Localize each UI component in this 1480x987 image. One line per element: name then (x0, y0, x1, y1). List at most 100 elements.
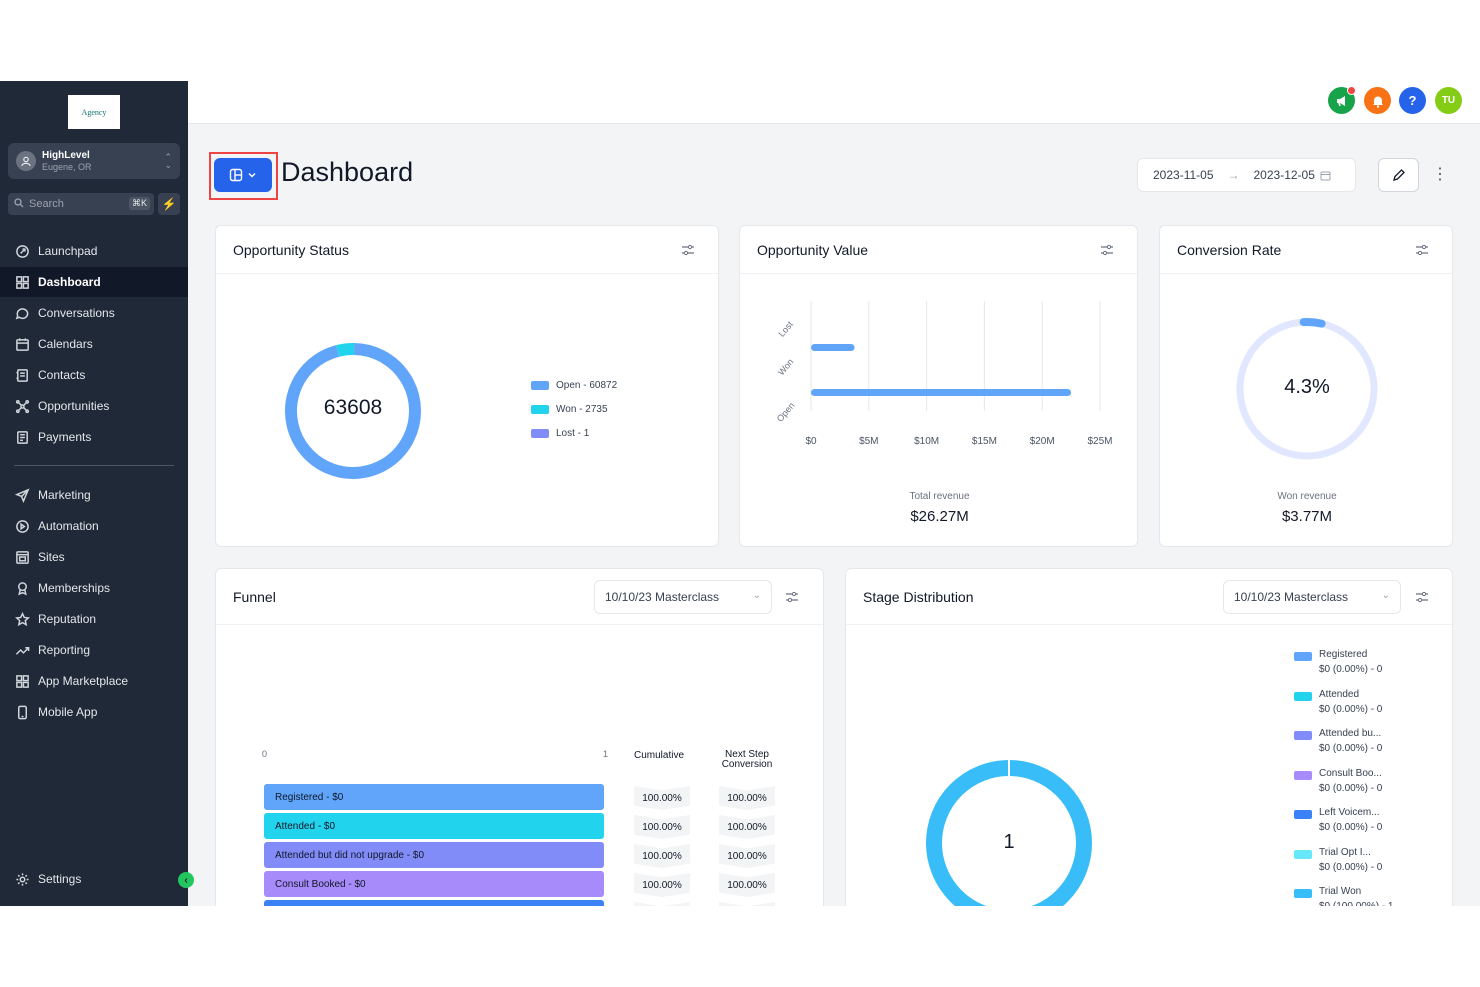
filter-icon[interactable] (1415, 243, 1429, 257)
filter-icon[interactable] (1100, 243, 1114, 257)
next-step-header-line2: Conversion (721, 759, 773, 770)
next-step-value: 100.00% (719, 873, 775, 897)
funnel-stage-bar[interactable]: Attended - $0 (264, 813, 604, 839)
announcement-button[interactable] (1328, 86, 1356, 114)
sidebar-item-opportunities[interactable]: Opportunities (0, 391, 188, 421)
agency-logo[interactable]: Agency (68, 95, 120, 129)
stage-value: $0 (0.00%) - 0 (1319, 743, 1383, 754)
date-range-picker[interactable]: 2023-11-05 → 2023-12-05 (1137, 158, 1356, 192)
conversion-rate-value: 4.3% (1284, 376, 1330, 398)
sidebar-item-launchpad[interactable]: Launchpad (0, 236, 188, 266)
question-icon: ? (1408, 93, 1417, 108)
sidebar-item-mobile-app[interactable]: Mobile App (0, 697, 188, 727)
donut-segment-won[interactable] (336, 343, 355, 357)
sidebar-item-settings[interactable]: Settings (0, 864, 188, 894)
x-tick-label: $15M (972, 436, 997, 447)
gauge-progress (1299, 318, 1326, 328)
sidebar-item-calendars[interactable]: Calendars (0, 329, 188, 359)
dashboard-switcher-button[interactable] (214, 158, 272, 192)
funnel-stage-bar[interactable]: Registered - $0 (264, 784, 604, 810)
legend-item[interactable]: Open - 60872 (531, 380, 617, 391)
funnel-stage-bar[interactable]: Consult Booked - $0 (264, 871, 604, 897)
legend-label: Lost - 1 (556, 428, 590, 439)
legend-swatch (1294, 770, 1312, 780)
sidebar-item-app-marketplace[interactable]: App Marketplace (0, 666, 188, 696)
card-title: Conversion Rate (1177, 242, 1282, 258)
help-button[interactable]: ? (1399, 87, 1426, 114)
bar-won[interactable] (811, 344, 855, 351)
funnel-stage-label: Attended but did not upgrade - $0 (275, 849, 425, 861)
stage-legend-item[interactable]: Trial Opt I... $0 (0.00%) - 0 (1294, 845, 1382, 875)
sidebar-item-label: Memberships (38, 581, 111, 595)
bar-open[interactable] (811, 389, 1072, 396)
collapse-sidebar-button[interactable]: ‹ (178, 872, 194, 888)
cumulative-header: Cumulative (634, 750, 685, 761)
filter-icon[interactable] (1415, 590, 1429, 604)
sidebar-item-label: Sites (38, 550, 65, 564)
card-header: Stage Distribution 10/10/23 Masterclass … (846, 569, 1452, 625)
search-placeholder: Search (29, 198, 64, 210)
chevron-down-icon: ⌄ (1381, 590, 1390, 601)
topbar: ? TU (188, 81, 1480, 124)
sidebar-item-label: Marketing (38, 488, 91, 502)
select-value: 10/10/23 Masterclass (605, 590, 720, 604)
funnel-pipeline-select[interactable]: 10/10/23 Masterclass ⌄ (594, 580, 772, 614)
sidebar-item-dashboard[interactable]: Dashboard (0, 267, 188, 297)
next-step-value: 100.00% (719, 902, 775, 906)
stage-legend-item[interactable]: Attended bu... $0 (0.00%) - 0 (1294, 726, 1382, 756)
filter-icon[interactable] (681, 243, 695, 257)
star-icon (15, 611, 30, 626)
sidebar-item-marketing[interactable]: Marketing (0, 480, 188, 510)
opportunity-value-card: Opportunity Value $0 $5M $10M $15M $20M $25M L… (739, 225, 1138, 547)
search-input[interactable]: Search ⌘K (8, 193, 154, 215)
chevron-down-icon: ⌄ (752, 590, 761, 601)
sidebar-item-label: Payments (38, 430, 92, 444)
funnel-stage-bar[interactable]: Left Voicemail - $0 (264, 900, 604, 906)
sidebar-item-contacts[interactable]: Contacts (0, 360, 188, 390)
automation-icon (16, 519, 29, 533)
location-switcher[interactable]: HighLevel Eugene, OR ⌃ ⌄ (8, 143, 180, 179)
edit-dashboard-button[interactable] (1378, 158, 1419, 192)
chevron-updown-icon: ⌃ ⌄ (164, 152, 172, 170)
apps-icon (16, 674, 29, 688)
stage-legend-item[interactable]: Trial Won $0 (100.00%) - 1 (1294, 884, 1394, 906)
legend-item[interactable]: Won - 2735 (531, 404, 608, 415)
sidebar-item-memberships[interactable]: Memberships (0, 573, 188, 603)
sidebar-item-conversations[interactable]: Conversations (0, 298, 188, 328)
location-icon (16, 151, 36, 171)
sidebar-item-sites[interactable]: Sites (0, 542, 188, 572)
quick-action-button[interactable]: ⚡ (158, 193, 180, 215)
sidebar-item-reporting[interactable]: Reporting (0, 635, 188, 665)
x-tick-label: $5M (859, 436, 878, 447)
legend-swatch (531, 381, 549, 390)
filter-icon[interactable] (785, 590, 799, 604)
cumulative-value: 100.00% (634, 786, 690, 810)
next-step-header: Next Step Conversion (712, 750, 782, 770)
sidebar-item-payments[interactable]: Payments (0, 422, 188, 452)
won-revenue-value: $3.77M (1281, 508, 1333, 525)
stage-legend-item[interactable]: Registered $0 (0.00%) - 0 (1294, 647, 1382, 677)
stage-legend-item[interactable]: Attended $0 (0.00%) - 0 (1294, 687, 1382, 717)
page-title: Dashboard (281, 157, 414, 187)
stage-legend-item[interactable]: Consult Boo... $0 (0.00%) - 0 (1294, 766, 1382, 796)
sidebar-item-automation[interactable]: Automation (0, 511, 188, 541)
sidebar-item-reputation[interactable]: Reputation (0, 604, 188, 634)
user-avatar[interactable]: TU (1435, 87, 1462, 114)
axis-max-label: 1 (603, 749, 609, 759)
legend-item[interactable]: Lost - 1 (531, 428, 589, 439)
kebab-icon: ⋮ (1432, 166, 1448, 183)
legend-swatch (1294, 810, 1312, 819)
x-tick-label: $10M (914, 436, 939, 447)
more-options-button[interactable]: ⋮ (1432, 163, 1448, 187)
notifications-button[interactable] (1364, 87, 1391, 114)
stage-legend-item[interactable]: Left Voicem... $0 (0.00%) - 0 (1294, 805, 1382, 835)
stage-pipeline-select[interactable]: 10/10/23 Masterclass ⌄ (1223, 580, 1401, 614)
cumulative-value: 100.00% (634, 873, 690, 897)
conversion-gauge (1236, 318, 1378, 460)
donut-total: 63608 (323, 396, 383, 419)
stage-value: $0 (0.00%) - 0 (1319, 782, 1383, 794)
donut-segment-open[interactable] (285, 343, 421, 479)
sidebar-item-label: Launchpad (38, 244, 98, 258)
axis-min-label: 0 (262, 749, 268, 759)
funnel-stage-bar[interactable]: Attended but did not upgrade - $0 (264, 842, 604, 868)
